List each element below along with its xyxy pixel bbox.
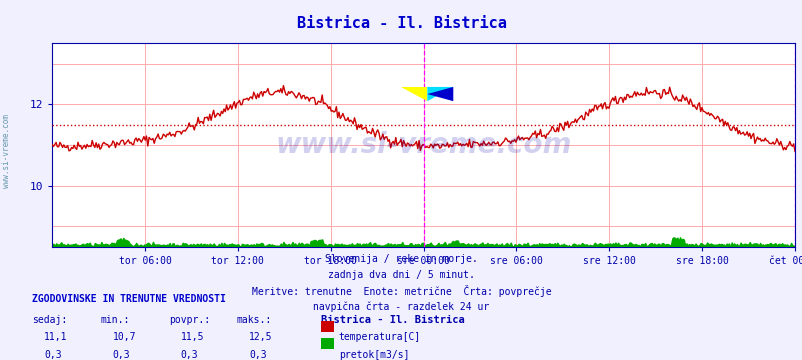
Text: min.:: min.: bbox=[100, 315, 130, 325]
Text: 10,7: 10,7 bbox=[112, 332, 136, 342]
Text: www.si-vreme.com: www.si-vreme.com bbox=[275, 131, 571, 159]
Text: 11,1: 11,1 bbox=[44, 332, 67, 342]
Text: navpična črta - razdelek 24 ur: navpična črta - razdelek 24 ur bbox=[313, 301, 489, 312]
Text: 0,3: 0,3 bbox=[44, 350, 62, 360]
Text: 0,3: 0,3 bbox=[249, 350, 266, 360]
Text: povpr.:: povpr.: bbox=[168, 315, 209, 325]
Text: 0,3: 0,3 bbox=[112, 350, 130, 360]
Text: Bistrica - Il. Bistrica: Bistrica - Il. Bistrica bbox=[296, 16, 506, 31]
Text: temperatura[C]: temperatura[C] bbox=[338, 332, 420, 342]
Text: www.si-vreme.com: www.si-vreme.com bbox=[2, 114, 11, 188]
Text: ZGODOVINSKE IN TRENUTNE VREDNOSTI: ZGODOVINSKE IN TRENUTNE VREDNOSTI bbox=[32, 294, 225, 304]
Text: 11,5: 11,5 bbox=[180, 332, 204, 342]
Polygon shape bbox=[427, 87, 452, 101]
Text: pretok[m3/s]: pretok[m3/s] bbox=[338, 350, 409, 360]
Text: maks.:: maks.: bbox=[237, 315, 272, 325]
Text: sedaj:: sedaj: bbox=[32, 315, 67, 325]
Polygon shape bbox=[401, 87, 427, 101]
Text: Bistrica - Il. Bistrica: Bistrica - Il. Bistrica bbox=[321, 315, 464, 325]
Text: zadnja dva dni / 5 minut.: zadnja dva dni / 5 minut. bbox=[328, 270, 474, 280]
Text: Meritve: trenutne  Enote: metrične  Črta: povprečje: Meritve: trenutne Enote: metrične Črta: … bbox=[251, 285, 551, 297]
Polygon shape bbox=[427, 87, 452, 101]
Text: 12,5: 12,5 bbox=[249, 332, 272, 342]
Text: Slovenija / reke in morje.: Slovenija / reke in morje. bbox=[325, 254, 477, 264]
Text: 0,3: 0,3 bbox=[180, 350, 198, 360]
